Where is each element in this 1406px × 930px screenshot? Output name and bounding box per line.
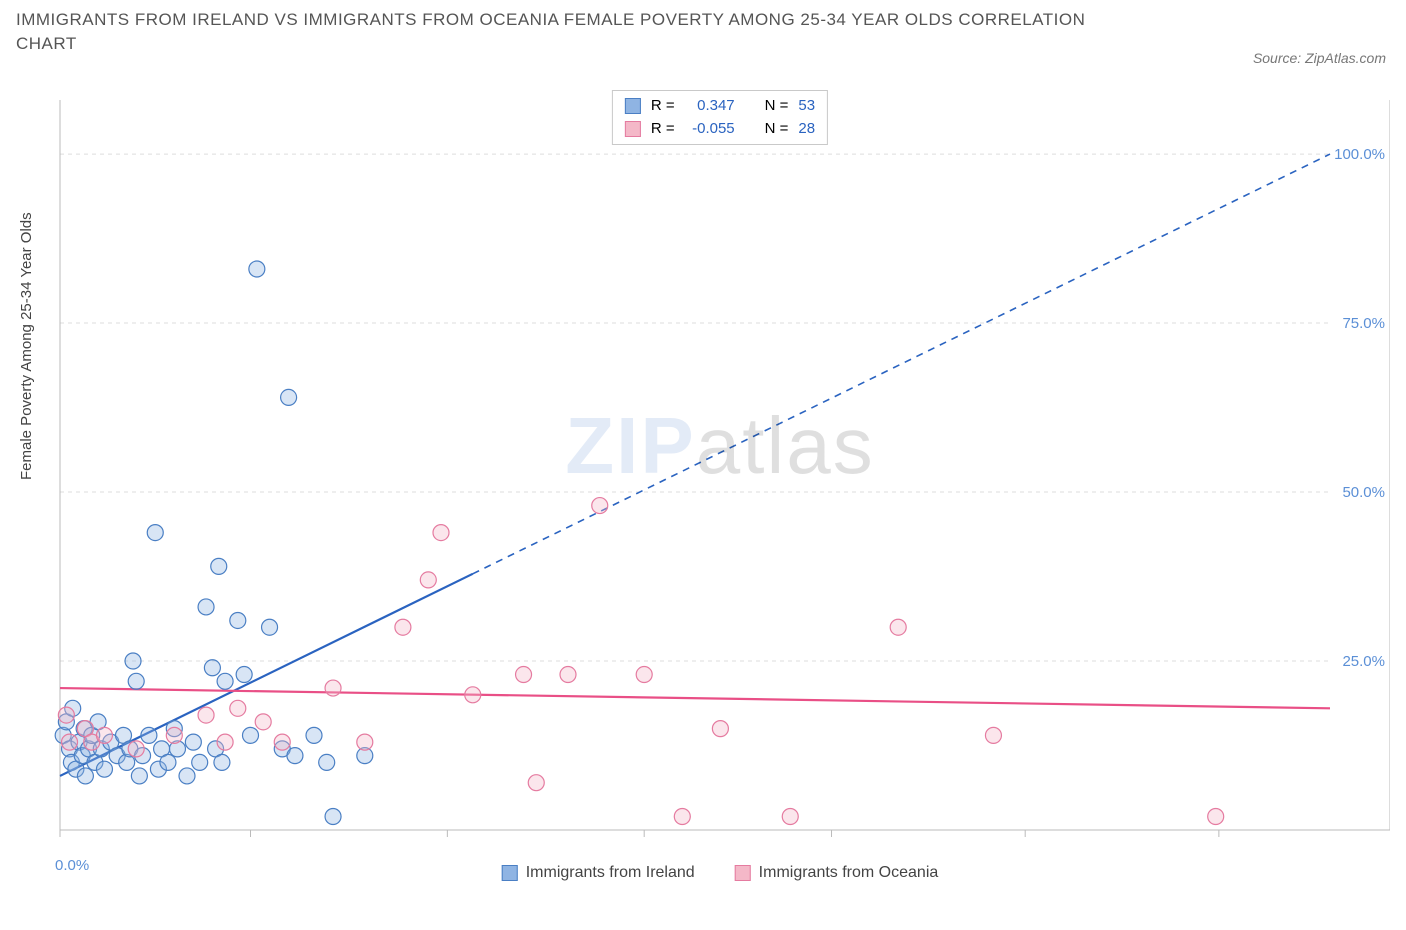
swatch-ireland-icon (502, 865, 518, 881)
chart-area: R = 0.347 N = 53 R = -0.055 N = 28 ZIPat… (50, 90, 1390, 880)
r-label: R = (651, 118, 675, 141)
source-attribution: Source: ZipAtlas.com (1253, 50, 1386, 66)
n-label: N = (765, 95, 789, 118)
swatch-ireland (625, 98, 641, 114)
svg-text:75.0%: 75.0% (1342, 315, 1385, 332)
y-axis-label: Female Poverty Among 25-34 Year Olds (18, 212, 35, 480)
legend-item-ireland: Immigrants from Ireland (502, 864, 695, 882)
svg-text:100.0%: 100.0% (1334, 146, 1385, 163)
svg-text:25.0%: 25.0% (1342, 653, 1385, 670)
n-value-oceania: 28 (798, 118, 815, 141)
legend-label-ireland: Immigrants from Ireland (526, 864, 695, 882)
swatch-oceania (625, 121, 641, 137)
legend-item-oceania: Immigrants from Oceania (735, 864, 939, 882)
scatter-plot-svg: 25.0%50.0%75.0%100.0%0.0%20.0% (50, 90, 1390, 880)
swatch-oceania-icon (735, 865, 751, 881)
n-label: N = (765, 118, 789, 141)
r-value-oceania: -0.055 (685, 118, 735, 141)
svg-text:50.0%: 50.0% (1342, 484, 1385, 501)
chart-title: IMMIGRANTS FROM IRELAND VS IMMIGRANTS FR… (16, 8, 1116, 56)
n-value-ireland: 53 (798, 95, 815, 118)
svg-text:0.0%: 0.0% (55, 857, 89, 874)
legend-row-oceania: R = -0.055 N = 28 (625, 118, 815, 141)
correlation-legend: R = 0.347 N = 53 R = -0.055 N = 28 (612, 90, 828, 145)
legend-label-oceania: Immigrants from Oceania (759, 864, 939, 882)
series-legend: Immigrants from Ireland Immigrants from … (502, 864, 939, 882)
legend-row-ireland: R = 0.347 N = 53 (625, 95, 815, 118)
r-label: R = (651, 95, 675, 118)
r-value-ireland: 0.347 (685, 95, 735, 118)
